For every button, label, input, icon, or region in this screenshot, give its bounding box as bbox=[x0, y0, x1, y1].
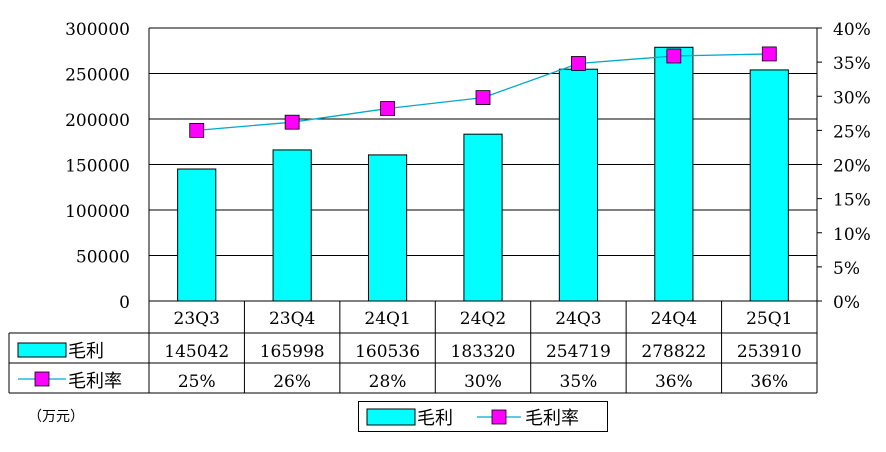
data-label: 183320 bbox=[451, 342, 516, 362]
bar bbox=[558, 68, 599, 302]
left-tick-label: 50000 bbox=[76, 248, 130, 268]
left-axis-ticks: 0 50000 100000 150000 200000 250000 300000 bbox=[65, 20, 130, 313]
right-axis-ticks: 0% 5% 10% 15% 20% 25% 30% 35% 40% bbox=[817, 20, 871, 313]
bar bbox=[749, 69, 789, 302]
unit-label: （万元） bbox=[28, 409, 84, 425]
data-label: 145042 bbox=[164, 342, 229, 362]
line-marker bbox=[666, 48, 682, 64]
left-tick-label: 100000 bbox=[65, 202, 130, 222]
left-tick-label: 300000 bbox=[65, 20, 130, 40]
category-label: 25Q1 bbox=[746, 309, 792, 329]
right-tick-label: 40% bbox=[833, 20, 871, 40]
legend: 毛利 毛利率 bbox=[358, 401, 608, 432]
category-label: 23Q4 bbox=[269, 309, 315, 329]
data-table: 23Q3 23Q4 24Q1 24Q2 24Q3 24Q4 25Q1 毛利 145042 1659… bbox=[8, 301, 818, 394]
line-marker bbox=[761, 46, 777, 62]
category-label: 24Q4 bbox=[651, 309, 697, 329]
category-label: 24Q2 bbox=[460, 309, 506, 329]
right-tick-label: 25% bbox=[833, 122, 871, 142]
data-label: 36% bbox=[750, 372, 788, 392]
category-label: 23Q3 bbox=[174, 309, 220, 329]
line-series bbox=[189, 46, 777, 138]
bar-series bbox=[177, 46, 789, 302]
right-tick-label: 0% bbox=[833, 293, 860, 313]
right-tick-label: 35% bbox=[833, 54, 871, 74]
data-label: 165998 bbox=[260, 342, 325, 362]
legend-bar-swatch bbox=[366, 408, 416, 426]
data-label: 30% bbox=[464, 372, 502, 392]
bar bbox=[177, 168, 217, 302]
line-marker bbox=[189, 122, 205, 138]
data-label: 28% bbox=[369, 372, 407, 392]
right-tick-label: 30% bbox=[833, 88, 871, 108]
table-marker-key bbox=[34, 371, 50, 387]
data-label: 253910 bbox=[737, 342, 802, 362]
right-tick-label: 20% bbox=[833, 157, 871, 177]
bar bbox=[463, 133, 503, 302]
left-tick-label: 0 bbox=[119, 293, 130, 313]
bar bbox=[272, 149, 312, 302]
legend-line-label: 毛利率 bbox=[525, 408, 579, 429]
legend-bar-label: 毛利 bbox=[417, 408, 453, 429]
bar bbox=[654, 46, 694, 302]
line-marker bbox=[380, 101, 395, 116]
category-label: 24Q3 bbox=[555, 309, 601, 329]
data-label: 278822 bbox=[641, 342, 706, 362]
line-marker bbox=[571, 56, 586, 71]
right-tick-label: 15% bbox=[833, 191, 871, 211]
left-tick-label: 150000 bbox=[65, 157, 130, 177]
data-label: 25% bbox=[178, 372, 216, 392]
table-bar-key bbox=[17, 342, 67, 358]
right-tick-label: 5% bbox=[833, 259, 860, 279]
data-label: 254719 bbox=[546, 342, 611, 362]
data-label: 36% bbox=[655, 372, 693, 392]
table-row-label: 毛利 bbox=[68, 341, 104, 362]
line-marker bbox=[475, 90, 491, 106]
legend-line-marker bbox=[491, 409, 507, 425]
table-row-label: 毛利率 bbox=[68, 371, 122, 392]
data-label: 35% bbox=[560, 372, 598, 392]
category-label: 24Q1 bbox=[364, 309, 410, 329]
left-tick-label: 200000 bbox=[65, 111, 130, 131]
line-marker bbox=[284, 114, 300, 130]
data-label: 26% bbox=[273, 372, 311, 392]
bar bbox=[367, 154, 408, 302]
left-tick-label: 250000 bbox=[65, 66, 130, 86]
data-label: 160536 bbox=[355, 342, 420, 362]
right-tick-label: 10% bbox=[833, 225, 871, 245]
